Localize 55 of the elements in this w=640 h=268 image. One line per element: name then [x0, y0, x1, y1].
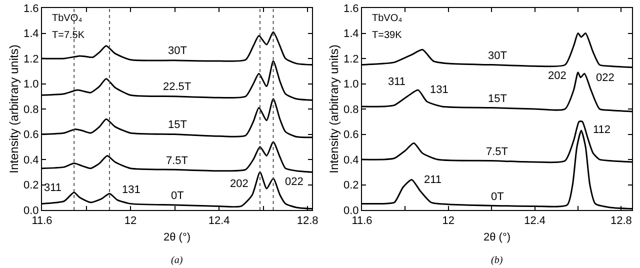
y-tick-label: 0.6	[344, 129, 359, 142]
annotation: 022	[285, 176, 304, 188]
x-axis-title: 2θ (°)	[483, 231, 511, 244]
x-tick-label: 11.6	[352, 215, 372, 228]
annotation: 202	[230, 178, 248, 190]
x-tick-label: 11.6	[32, 215, 52, 228]
y-tick-label: 0.4	[344, 154, 359, 166]
series-label: 22.5T	[163, 81, 192, 93]
series-label: 7.5T	[166, 155, 188, 167]
y-tick-label: 0.8	[344, 104, 359, 116]
x-tick-label: 12.8	[296, 215, 318, 228]
y-tick-label: 0.2	[24, 180, 39, 192]
text: 1.0	[344, 78, 359, 91]
annotation: TbVO₄	[52, 13, 82, 24]
annotation: 022	[596, 72, 614, 84]
series-label: 15T	[168, 119, 188, 131]
y-axis-title: Intensity (arbitrary units)	[326, 44, 341, 174]
x-axis-title: 2θ (°)	[163, 231, 191, 244]
x-tick-label: 12.8	[610, 215, 632, 228]
series-label: 7.5T	[486, 146, 508, 158]
x-tick-label: 12	[124, 215, 137, 228]
annotation: 311	[388, 76, 406, 88]
series-label: 30T	[168, 45, 188, 57]
text: 0.0	[344, 204, 359, 217]
annotation: 311	[44, 182, 62, 194]
text: (b)	[491, 255, 504, 266]
series-label: 15T	[488, 93, 508, 105]
y-tick-label: 0.6	[24, 129, 39, 142]
annotation: 211	[424, 174, 442, 186]
y-tick-label: 0.2	[344, 180, 359, 192]
y-axis-title: Intensity (arbitrary units)	[6, 44, 21, 174]
annotation: 202	[548, 70, 566, 82]
annotation: T=7.5K	[52, 30, 85, 41]
annotation: 131	[122, 184, 140, 196]
y-tick-label: 0.8	[24, 104, 39, 116]
y-tick-label: 1.4	[344, 28, 359, 40]
x-tick-label: 12.4	[208, 215, 230, 228]
x-tick-label: 12.4	[524, 215, 546, 228]
annotation: TbVO₄	[372, 13, 402, 24]
series-label: 0T	[171, 190, 184, 202]
series-label: 0T	[491, 191, 504, 203]
annotation: T=39K	[372, 30, 402, 41]
y-tick-label: 1.2	[344, 53, 359, 66]
x-tick-label: 12	[442, 215, 455, 228]
series-label: 30T	[488, 50, 508, 62]
text: (a)	[171, 255, 184, 266]
y-tick-label: 0.4	[24, 154, 39, 166]
y-tick-label: 1.2	[24, 53, 39, 66]
text: 1.0	[24, 78, 39, 91]
y-tick-label: 1.6	[24, 2, 39, 15]
annotation: 112	[593, 124, 611, 136]
y-tick-label: 1.6	[344, 2, 359, 15]
text: 0.0	[24, 204, 39, 217]
y-tick-label: 1.4	[24, 28, 39, 40]
annotation: 131	[430, 84, 448, 96]
